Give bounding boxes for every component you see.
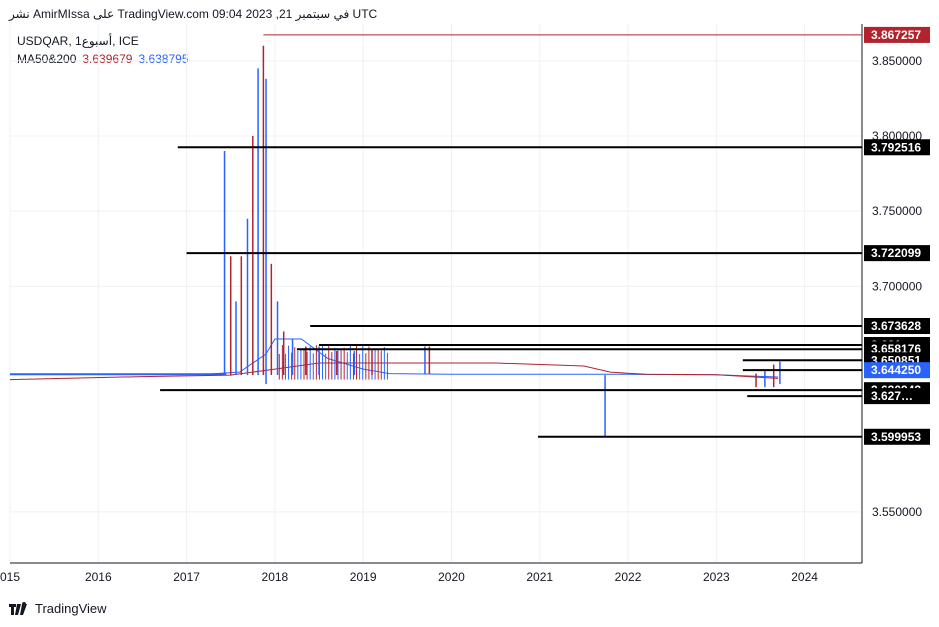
ma200-value: 3.638795 (138, 52, 189, 66)
ma-label: MA50&200 (17, 52, 77, 66)
ma200-line (9, 362, 779, 381)
level-label-bg (864, 139, 930, 156)
level-label: 3.644250 (871, 363, 921, 377)
level-label-bg (864, 26, 930, 43)
level-label-bg (864, 428, 930, 445)
level-label-bg (864, 245, 930, 262)
tradingview-logo-icon (9, 601, 27, 615)
x-tick-label: 2019 (350, 570, 377, 584)
x-tick-label: 2017 (173, 570, 200, 584)
y-tick-label: 3.850000 (872, 54, 922, 68)
level-label-bg (864, 318, 930, 335)
x-tick-label: 2018 (262, 570, 289, 584)
y-tick-label: 3.750000 (872, 204, 922, 218)
y-tick-label: 3.700000 (872, 279, 922, 293)
level-label: 3.722099 (871, 246, 921, 260)
x-tick-label: 2020 (438, 570, 465, 584)
y-tick-label: 3.550000 (872, 505, 922, 519)
tradingview-footer[interactable]: TradingView (9, 601, 107, 616)
ma50-line (10, 338, 779, 378)
publication-info: نشر AmirMIssa على TradingView.com في سبت… (9, 7, 378, 21)
x-tick-label: 015 (0, 570, 20, 584)
x-tick-label: 2016 (85, 570, 112, 584)
level-label: 3.627… (871, 389, 913, 403)
x-tick-label: 2021 (526, 570, 553, 584)
x-tick-label: 2022 (615, 570, 642, 584)
ma-legend[interactable]: MA50&200 3.639679 3.638795 (17, 52, 189, 66)
level-label-bg (864, 362, 930, 379)
ma50-value: 3.639679 (82, 52, 133, 66)
x-tick-label: 2024 (791, 570, 818, 584)
level-label-bg (864, 388, 930, 405)
symbol-title[interactable]: USDQAR, 1أسبوع, ICE (17, 34, 139, 48)
level-label: 3.792516 (871, 140, 921, 154)
x-tick-label: 2023 (703, 570, 730, 584)
level-label: 3.867257 (871, 28, 921, 42)
level-label: 3.599953 (871, 430, 921, 444)
level-label: 3.673628 (871, 319, 921, 333)
footer-brand: TradingView (35, 601, 107, 616)
